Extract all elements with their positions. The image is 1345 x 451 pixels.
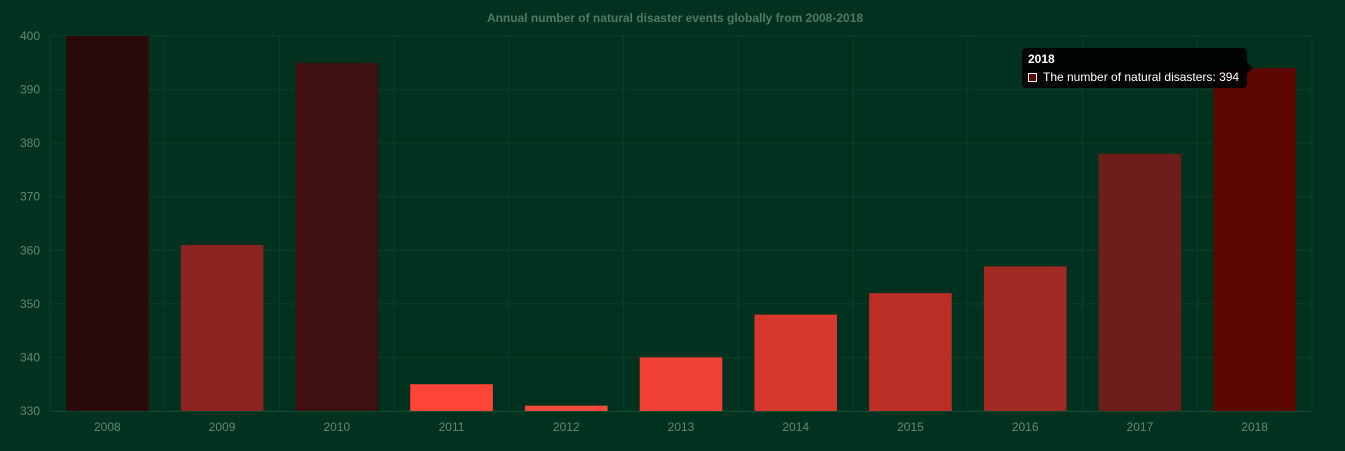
y-tick-label: 330 [20,404,40,418]
y-tick-label: 390 [20,83,40,97]
bar-2012[interactable] [524,405,608,411]
bars [66,36,1296,412]
x-axis: 2008 2009 2010 2011 2012 2013 2014 2015 2016 2017… [50,411,1312,434]
y-tick-label: 350 [20,297,40,311]
x-tick-label: 2013 [668,420,695,434]
y-tick-label: 370 [20,190,40,204]
x-tick-label: 2017 [1127,420,1154,434]
bar-2013[interactable] [639,357,723,411]
bar-2018[interactable] [1213,68,1296,412]
chart-title: Annual number of natural disaster events… [487,11,863,25]
y-axis: 330 340 350 360 370 380 390 400 [20,29,40,418]
x-tick-label: 2016 [1012,420,1039,434]
x-tick-label: 2015 [897,420,924,434]
x-tick-label: 2012 [553,420,580,434]
bar-2011[interactable] [410,384,493,411]
y-tick-label: 360 [20,243,40,257]
chart-tooltip: 2018 The number of natural disasters: 39… [1022,48,1253,88]
bar-2014[interactable] [754,314,838,411]
x-tick-label: 2009 [209,420,236,434]
y-tick-label: 380 [20,136,40,150]
bar-2017[interactable] [1098,153,1182,411]
tooltip-row: The number of natural disasters: 394 [1028,70,1241,84]
bar-2015[interactable] [869,293,952,411]
tooltip-title: 2018 [1028,52,1055,66]
bar-2008[interactable] [66,36,149,411]
tooltip-swatch [1028,72,1037,82]
x-tick-label: 2018 [1241,420,1268,434]
tooltip-label: The number of natural disasters: 394 [1043,70,1240,84]
bar-2016[interactable] [983,266,1067,411]
x-tick-label: 2014 [782,420,809,434]
bar-2010[interactable] [295,62,379,412]
x-tick-label: 2011 [439,420,465,434]
y-tick-label: 340 [20,350,40,364]
x-tick-label: 2008 [94,420,121,434]
bar-2009[interactable] [180,244,264,411]
x-tick-label: 2010 [323,420,350,434]
y-tick-label: 400 [20,29,40,43]
